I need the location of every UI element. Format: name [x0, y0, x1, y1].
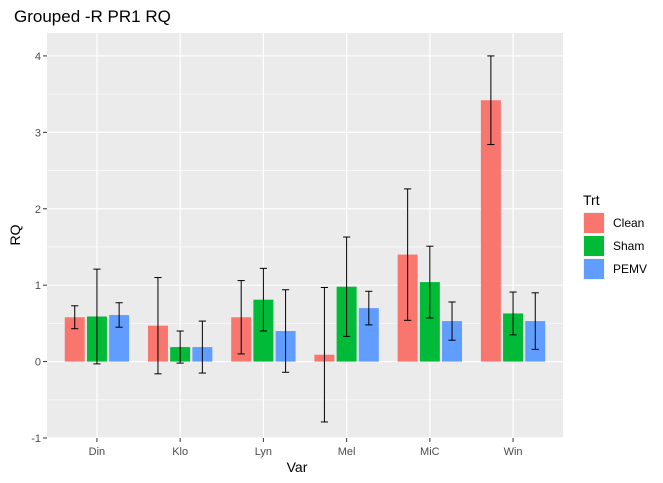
- x-tick-label: Din: [89, 446, 106, 458]
- legend-label: Clean: [613, 216, 644, 230]
- x-tick-label: MiC: [420, 446, 440, 458]
- y-axis-title: RQ: [7, 224, 23, 245]
- legend-label: Sham: [613, 239, 644, 253]
- bar: [109, 314, 130, 362]
- legend-swatch: [584, 236, 604, 256]
- bar: [419, 282, 440, 362]
- chart-title: Grouped -R PR1 RQ: [14, 7, 171, 26]
- y-tick-label: 1: [35, 280, 41, 292]
- x-axis: Din Klo Lyn Mel MiC Win: [89, 438, 523, 458]
- y-tick-label: -1: [31, 433, 41, 445]
- legend-swatch: [584, 213, 604, 233]
- plot-panel: [47, 33, 563, 438]
- bar: [442, 321, 463, 362]
- minor-gridlines: [47, 93, 563, 401]
- bar: [480, 100, 501, 362]
- legend-swatch: [584, 259, 604, 279]
- legend: Trt Clean Sham PEMV: [583, 192, 647, 280]
- x-tick-label: Mel: [338, 446, 356, 458]
- errorbars-layer: [71, 55, 539, 423]
- major-gridlines: [47, 33, 563, 439]
- legend-label: PEMV: [613, 262, 647, 276]
- x-axis-title: Var: [287, 459, 308, 475]
- legend-title: Trt: [583, 192, 600, 208]
- x-tick-label: Win: [504, 446, 523, 458]
- y-axis: -1 0 1 2 3 4: [31, 51, 47, 445]
- x-tick-label: Klo: [172, 446, 188, 458]
- bar: [503, 313, 524, 362]
- y-tick-label: 4: [35, 51, 41, 63]
- bar: [358, 308, 379, 362]
- y-tick-label: 2: [35, 204, 41, 216]
- y-tick-label: 0: [35, 357, 41, 369]
- y-tick-label: 3: [35, 127, 41, 139]
- bar: [64, 317, 85, 362]
- x-tick-label: Lyn: [255, 446, 272, 458]
